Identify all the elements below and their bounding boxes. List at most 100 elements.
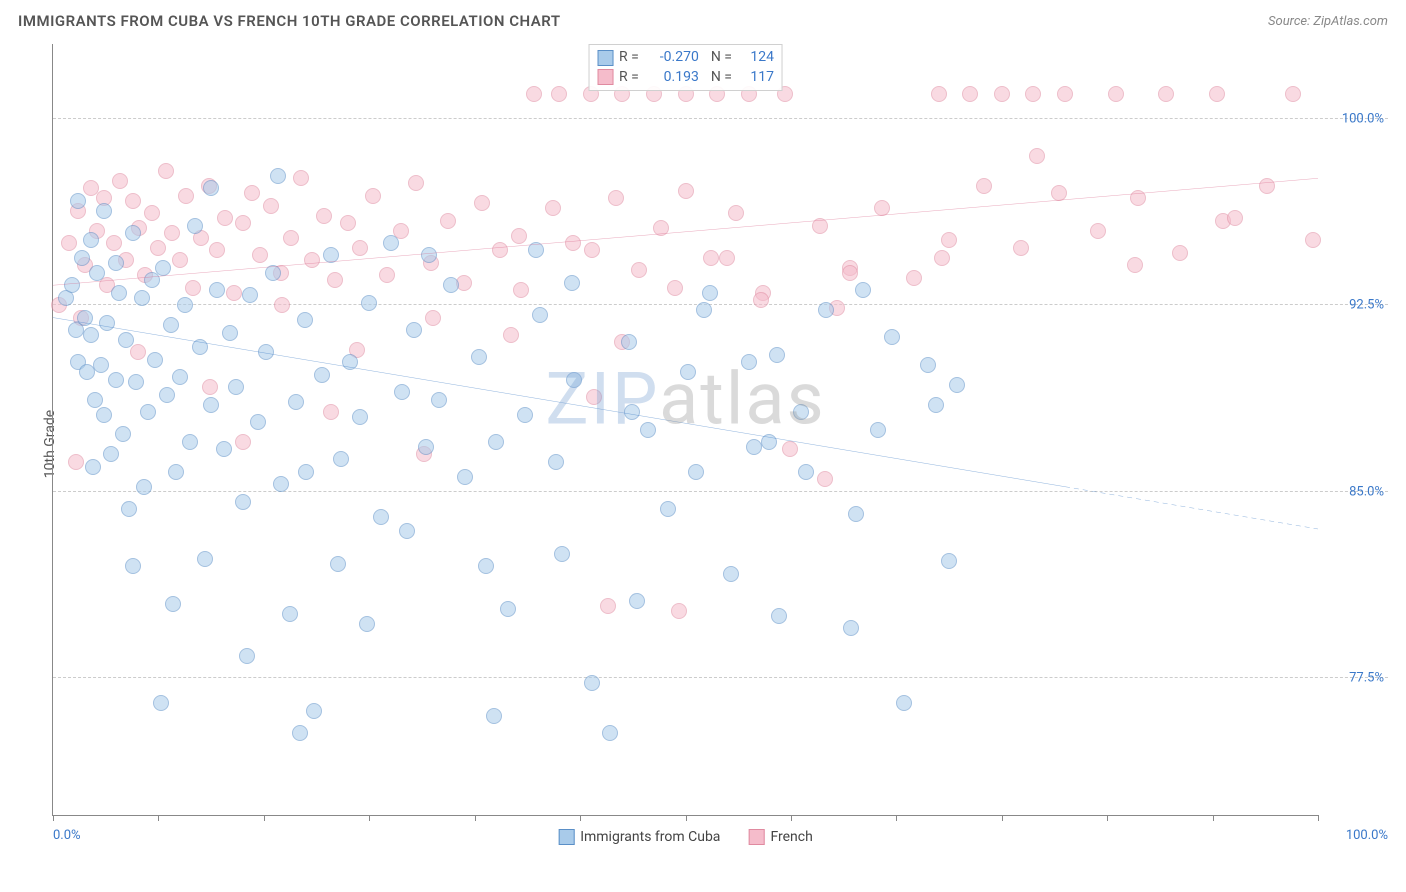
scatter-point bbox=[548, 454, 564, 470]
scatter-point bbox=[150, 240, 166, 256]
gridline bbox=[53, 118, 1388, 119]
scatter-point bbox=[202, 379, 218, 395]
scatter-point bbox=[586, 389, 602, 405]
scatter-point bbox=[128, 374, 144, 390]
x-tick bbox=[1318, 815, 1319, 821]
scatter-point bbox=[244, 185, 260, 201]
x-tick bbox=[1107, 815, 1108, 821]
scatter-point bbox=[443, 277, 459, 293]
scatter-point bbox=[1051, 185, 1067, 201]
scatter-point bbox=[719, 250, 735, 266]
scatter-point bbox=[1090, 223, 1106, 239]
legend-item: Immigrants from Cuba bbox=[558, 829, 720, 845]
scatter-point bbox=[1209, 86, 1225, 102]
scatter-point bbox=[624, 404, 640, 420]
scatter-point bbox=[1025, 86, 1041, 102]
scatter-point bbox=[931, 86, 947, 102]
scatter-point bbox=[263, 198, 279, 214]
scatter-point bbox=[782, 441, 798, 457]
legend-swatch bbox=[597, 50, 613, 66]
scatter-point bbox=[653, 220, 669, 236]
x-tick bbox=[1213, 815, 1214, 821]
scatter-point bbox=[140, 404, 156, 420]
scatter-point bbox=[1013, 240, 1029, 256]
scatter-point bbox=[471, 349, 487, 365]
scatter-point bbox=[1172, 245, 1188, 261]
scatter-point bbox=[64, 277, 80, 293]
scatter-point bbox=[172, 369, 188, 385]
x-label-left: 0.0% bbox=[53, 828, 81, 843]
scatter-point bbox=[187, 218, 203, 234]
scatter-point bbox=[503, 327, 519, 343]
scatter-point bbox=[761, 434, 777, 450]
scatter-point bbox=[121, 501, 137, 517]
scatter-point bbox=[136, 479, 152, 495]
scatter-point bbox=[906, 270, 922, 286]
scatter-point bbox=[298, 464, 314, 480]
scatter-point bbox=[383, 235, 399, 251]
legend-swatch bbox=[558, 829, 574, 845]
scatter-point bbox=[793, 404, 809, 420]
scatter-point bbox=[629, 593, 645, 609]
scatter-point bbox=[77, 310, 93, 326]
scatter-point bbox=[258, 344, 274, 360]
scatter-point bbox=[1057, 86, 1073, 102]
scatter-point bbox=[108, 372, 124, 388]
scatter-point bbox=[115, 426, 131, 442]
scatter-point bbox=[554, 546, 570, 562]
scatter-point bbox=[118, 332, 134, 348]
scatter-point bbox=[235, 494, 251, 510]
scatter-point bbox=[1285, 86, 1301, 102]
scatter-point bbox=[252, 247, 268, 263]
stat-n-label: N = bbox=[711, 68, 732, 88]
scatter-point bbox=[111, 285, 127, 301]
scatter-point bbox=[177, 297, 193, 313]
scatter-point bbox=[1029, 148, 1045, 164]
scatter-point bbox=[147, 352, 163, 368]
scatter-point bbox=[565, 235, 581, 251]
scatter-point bbox=[564, 275, 580, 291]
legend-swatch bbox=[597, 69, 613, 85]
scatter-point bbox=[688, 464, 704, 480]
scatter-point bbox=[172, 252, 188, 268]
scatter-point bbox=[513, 282, 529, 298]
scatter-point bbox=[242, 287, 258, 303]
scatter-point bbox=[235, 434, 251, 450]
scatter-point bbox=[584, 675, 600, 691]
scatter-point bbox=[667, 280, 683, 296]
scatter-point bbox=[746, 439, 762, 455]
plot-wrap: 10th Grade ZIPatlas R =-0.270N =124R =0.… bbox=[52, 44, 1388, 844]
scatter-point bbox=[394, 384, 410, 400]
scatter-point bbox=[488, 434, 504, 450]
scatter-point bbox=[934, 250, 950, 266]
regression-lines bbox=[53, 44, 1318, 815]
gridline bbox=[53, 491, 1388, 492]
scatter-point bbox=[1127, 257, 1143, 273]
scatter-point bbox=[1108, 86, 1124, 102]
scatter-point bbox=[197, 551, 213, 567]
scatter-point bbox=[678, 183, 694, 199]
scatter-point bbox=[226, 285, 242, 301]
scatter-point bbox=[621, 334, 637, 350]
scatter-point bbox=[551, 86, 567, 102]
scatter-point bbox=[843, 620, 859, 636]
scatter-point bbox=[962, 86, 978, 102]
scatter-point bbox=[87, 392, 103, 408]
scatter-point bbox=[274, 297, 290, 313]
scatter-point bbox=[144, 205, 160, 221]
scatter-point bbox=[798, 464, 814, 480]
scatter-point bbox=[696, 302, 712, 318]
scatter-point bbox=[340, 215, 356, 231]
scatter-point bbox=[486, 708, 502, 724]
scatter-point bbox=[99, 315, 115, 331]
scatter-point bbox=[330, 556, 346, 572]
scatter-point bbox=[164, 225, 180, 241]
scatter-point bbox=[474, 195, 490, 211]
scatter-point bbox=[526, 86, 542, 102]
scatter-point bbox=[316, 208, 332, 224]
scatter-point bbox=[192, 339, 208, 355]
scatter-point bbox=[361, 295, 377, 311]
scatter-point bbox=[250, 414, 266, 430]
scatter-point bbox=[209, 242, 225, 258]
scatter-point bbox=[203, 397, 219, 413]
